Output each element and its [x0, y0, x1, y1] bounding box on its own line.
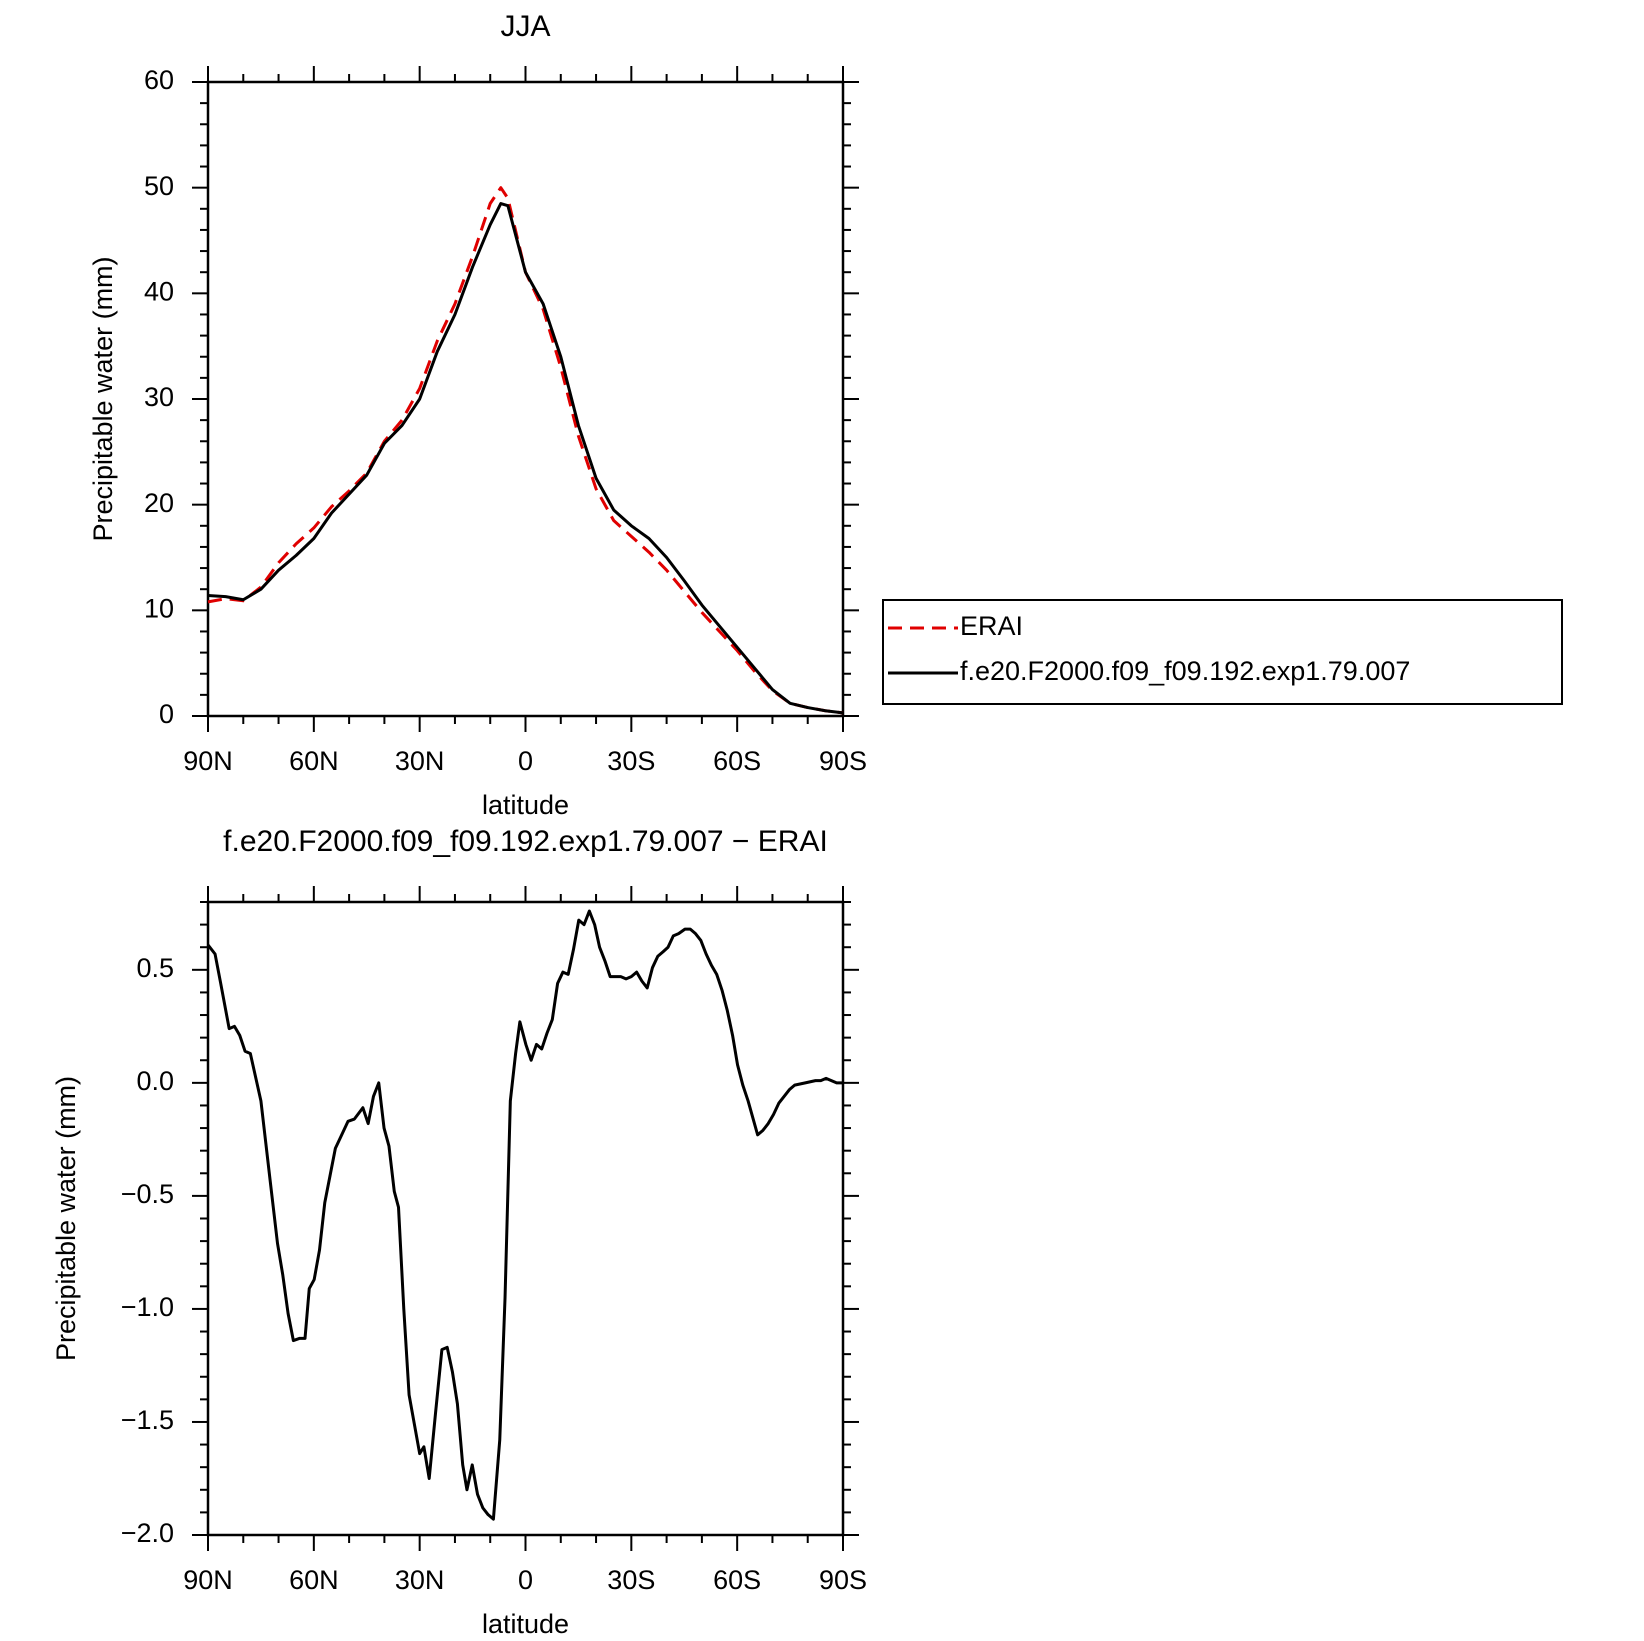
y-tick-label: −1.0 [121, 1292, 174, 1322]
x-axis-title: latitude [482, 790, 569, 820]
y-tick-label: −1.5 [121, 1405, 174, 1435]
legend-label: ERAI [960, 611, 1023, 641]
x-tick-label: 60S [713, 746, 761, 776]
x-tick-label: 30S [607, 746, 655, 776]
x-axis-title: latitude [482, 1609, 569, 1639]
y-tick-label: 10 [144, 593, 174, 623]
y-axis-title: Precipitable water (mm) [88, 256, 118, 541]
x-tick-label: 60S [713, 1565, 761, 1595]
x-tick-label: 30N [395, 746, 445, 776]
y-axis-title: Precipitable water (mm) [51, 1076, 81, 1361]
x-tick-label: 90S [819, 1565, 867, 1595]
y-tick-label: 60 [144, 65, 174, 95]
y-tick-label: 20 [144, 488, 174, 518]
y-tick-label: 0 [159, 699, 174, 729]
legend-box [882, 599, 1563, 705]
x-tick-label: 0 [518, 746, 533, 776]
x-tick-label: 90N [183, 746, 233, 776]
y-tick-label: 0.0 [136, 1066, 174, 1096]
y-tick-label: −0.5 [121, 1179, 174, 1209]
x-tick-label: 30S [607, 1565, 655, 1595]
x-tick-label: 60N [289, 1565, 339, 1595]
plot-frame [206, 900, 845, 1537]
data-line [206, 909, 843, 1521]
legend-label: f.e20.F2000.f09_f09.192.exp1.79.007 [960, 656, 1410, 686]
y-tick-label: 50 [144, 171, 174, 201]
y-tick-label: 30 [144, 382, 174, 412]
x-tick-label: 90S [819, 746, 867, 776]
x-tick-label: 60N [289, 746, 339, 776]
y-tick-label: 40 [144, 276, 174, 306]
x-tick-label: 0 [518, 1565, 533, 1595]
x-tick-label: 90N [183, 1565, 233, 1595]
x-tick-label: 30N [395, 1565, 445, 1595]
data-line [207, 202, 844, 715]
y-tick-label: −2.0 [121, 1518, 174, 1548]
chart-title: JJA [500, 10, 550, 43]
plot-frame [206, 80, 845, 718]
chart-title: f.e20.F2000.f09_f09.192.exp1.79.007 − ER… [223, 825, 828, 858]
y-tick-label: 0.5 [136, 953, 174, 983]
